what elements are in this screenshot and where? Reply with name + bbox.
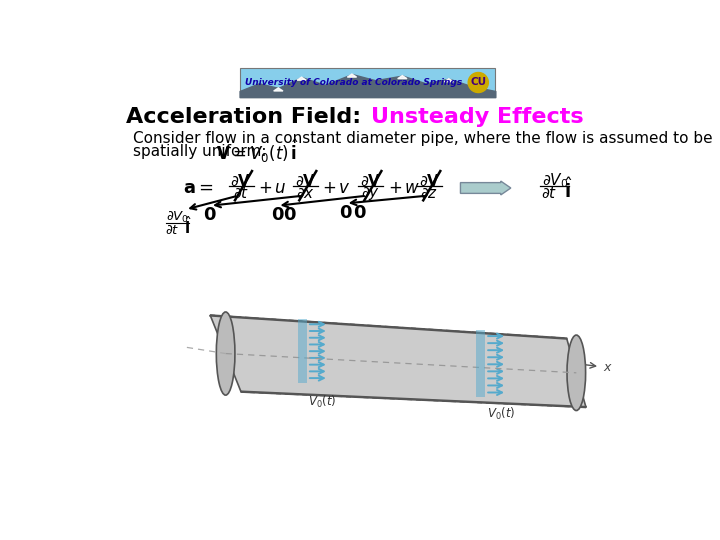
Text: $\hat{\mathbf{i}}$: $\hat{\mathbf{i}}$ <box>564 177 572 202</box>
Text: $\mathbf{0}$: $\mathbf{0}$ <box>271 206 284 224</box>
Text: $\partial t$: $\partial t$ <box>165 224 179 237</box>
Text: $\mathbf{0}$: $\mathbf{0}$ <box>339 204 353 221</box>
Text: University of Colorado at Colorado Springs: University of Colorado at Colorado Sprin… <box>245 78 462 87</box>
Text: CU: CU <box>470 77 486 87</box>
Text: $\partial\mathbf{V}$: $\partial\mathbf{V}$ <box>360 173 382 189</box>
Circle shape <box>468 72 488 92</box>
Text: $V_0(t)$: $V_0(t)$ <box>308 394 337 410</box>
Bar <box>297 319 307 383</box>
Text: $V_0(t)$: $V_0(t)$ <box>487 406 515 422</box>
Text: $\partial\mathbf{V}$: $\partial\mathbf{V}$ <box>230 173 252 189</box>
Ellipse shape <box>567 335 585 410</box>
Text: $\mathbf{0}$: $\mathbf{0}$ <box>283 206 297 224</box>
Bar <box>476 330 485 397</box>
Bar <box>240 68 495 97</box>
Polygon shape <box>347 74 356 77</box>
Polygon shape <box>274 88 283 91</box>
Text: $\partial t$: $\partial t$ <box>541 185 557 201</box>
Ellipse shape <box>216 312 235 395</box>
Text: $\partial z$: $\partial z$ <box>420 186 438 201</box>
Text: $x$: $x$ <box>603 361 613 374</box>
Text: $\mathbf{a} =$: $\mathbf{a} =$ <box>183 179 214 197</box>
Text: $\partial\mathbf{V}$: $\partial\mathbf{V}$ <box>294 173 316 189</box>
Text: Consider flow in a constant diameter pipe, where the flow is assumed to be: Consider flow in a constant diameter pip… <box>132 131 712 146</box>
Text: $\mathbf{0}$: $\mathbf{0}$ <box>353 204 366 221</box>
FancyArrow shape <box>461 181 510 195</box>
Text: $\partial\mathbf{V}$: $\partial\mathbf{V}$ <box>418 173 440 189</box>
Polygon shape <box>397 76 407 79</box>
Text: spatially uniform:: spatially uniform: <box>132 144 266 159</box>
Text: $\hat{\mathbf{i}}$: $\hat{\mathbf{i}}$ <box>184 215 192 237</box>
Text: Unsteady Effects: Unsteady Effects <box>371 107 583 127</box>
Text: $+\,u$: $+\,u$ <box>258 179 287 197</box>
Text: $\partial y$: $\partial y$ <box>361 185 380 202</box>
Text: $\mathbf{V} = V_0(t)\,\hat{\mathbf{i}}$: $\mathbf{V} = V_0(t)\,\hat{\mathbf{i}}$ <box>216 137 300 165</box>
Text: $\partial V_0$: $\partial V_0$ <box>541 172 568 191</box>
Text: $\partial x$: $\partial x$ <box>296 186 315 201</box>
Polygon shape <box>210 315 586 408</box>
Polygon shape <box>297 77 306 80</box>
Text: Acceleration Field:: Acceleration Field: <box>126 107 369 127</box>
Polygon shape <box>444 79 454 82</box>
Text: $\partial t$: $\partial t$ <box>233 185 249 201</box>
Text: $+\,v$: $+\,v$ <box>323 179 351 197</box>
Text: $\partial V_0$: $\partial V_0$ <box>166 210 189 225</box>
Text: $+\,w$: $+\,w$ <box>387 179 420 197</box>
Text: $\mathbf{0}$: $\mathbf{0}$ <box>203 206 217 224</box>
